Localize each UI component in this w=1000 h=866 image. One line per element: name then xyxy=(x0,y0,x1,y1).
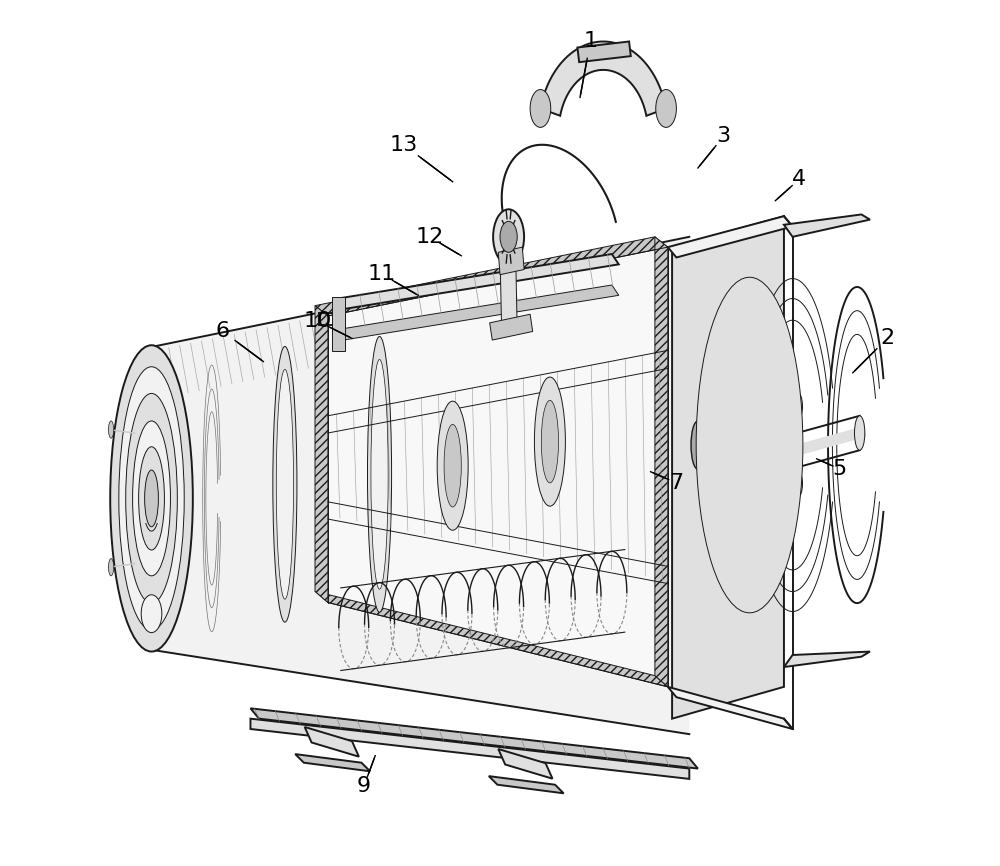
Polygon shape xyxy=(672,216,784,719)
Ellipse shape xyxy=(696,277,803,613)
Ellipse shape xyxy=(371,359,388,589)
Polygon shape xyxy=(577,42,631,62)
Ellipse shape xyxy=(126,393,177,604)
Ellipse shape xyxy=(541,400,559,483)
Text: 5: 5 xyxy=(833,459,847,479)
Text: 12: 12 xyxy=(415,227,444,247)
Ellipse shape xyxy=(500,222,517,252)
Ellipse shape xyxy=(739,409,760,481)
Polygon shape xyxy=(784,215,870,236)
Polygon shape xyxy=(489,776,564,793)
Ellipse shape xyxy=(145,470,158,527)
Ellipse shape xyxy=(691,421,705,469)
Polygon shape xyxy=(332,297,345,352)
Ellipse shape xyxy=(119,366,184,630)
Ellipse shape xyxy=(110,346,193,651)
Text: 10: 10 xyxy=(303,311,332,331)
Ellipse shape xyxy=(722,358,777,533)
Polygon shape xyxy=(498,247,524,275)
Polygon shape xyxy=(655,236,668,687)
Ellipse shape xyxy=(108,559,114,576)
Polygon shape xyxy=(250,708,698,768)
Polygon shape xyxy=(315,306,328,603)
Ellipse shape xyxy=(437,401,468,530)
Polygon shape xyxy=(305,727,359,757)
Ellipse shape xyxy=(534,377,565,506)
Polygon shape xyxy=(668,216,793,257)
Polygon shape xyxy=(315,591,668,687)
Polygon shape xyxy=(315,236,668,316)
Ellipse shape xyxy=(731,383,768,507)
Text: 1: 1 xyxy=(583,31,597,51)
Ellipse shape xyxy=(855,416,865,450)
Ellipse shape xyxy=(794,471,803,497)
Text: 2: 2 xyxy=(880,328,894,348)
Polygon shape xyxy=(784,651,870,667)
Polygon shape xyxy=(337,285,619,340)
Ellipse shape xyxy=(108,421,114,438)
Ellipse shape xyxy=(656,89,676,127)
Polygon shape xyxy=(490,314,533,340)
Polygon shape xyxy=(250,719,689,779)
Polygon shape xyxy=(295,754,370,772)
Ellipse shape xyxy=(530,89,551,127)
Text: 4: 4 xyxy=(792,169,806,189)
Text: 7: 7 xyxy=(669,473,683,493)
Polygon shape xyxy=(337,299,343,340)
Ellipse shape xyxy=(705,305,794,585)
Polygon shape xyxy=(328,247,668,687)
Polygon shape xyxy=(152,236,689,734)
Polygon shape xyxy=(500,247,517,335)
Text: 9: 9 xyxy=(357,776,371,796)
Ellipse shape xyxy=(273,346,297,622)
Ellipse shape xyxy=(493,210,524,264)
Ellipse shape xyxy=(713,332,786,559)
Text: 6: 6 xyxy=(216,321,230,341)
Ellipse shape xyxy=(367,337,392,612)
Ellipse shape xyxy=(794,393,803,419)
Text: 3: 3 xyxy=(717,126,731,146)
Polygon shape xyxy=(337,254,619,309)
Ellipse shape xyxy=(141,595,162,633)
Ellipse shape xyxy=(772,432,780,458)
Polygon shape xyxy=(668,687,793,729)
Ellipse shape xyxy=(444,424,461,507)
Ellipse shape xyxy=(139,447,164,550)
Ellipse shape xyxy=(133,421,170,576)
Text: 11: 11 xyxy=(367,264,395,284)
Text: 13: 13 xyxy=(390,135,418,155)
Ellipse shape xyxy=(276,370,293,599)
Polygon shape xyxy=(540,42,666,116)
Polygon shape xyxy=(498,749,552,779)
